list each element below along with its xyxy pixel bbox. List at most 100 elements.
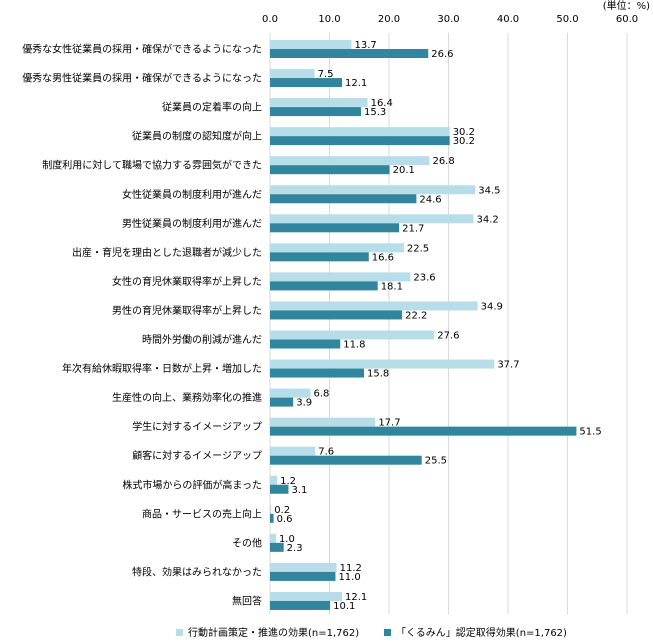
value-label-series-2: 51.5 — [579, 427, 601, 438]
bar-series-1 — [270, 533, 276, 543]
legend-label-series-1: 行動計画策定・推進の効果(n=1,762) — [188, 626, 359, 639]
legend-swatch-series-1 — [176, 629, 183, 636]
legend: 行動計画策定・推進の効果(n=1,762) 「くるみん」認定取得効果(n=1,7… — [176, 626, 567, 639]
value-label-series-1: 34.5 — [478, 185, 500, 196]
category-label: 年次有給休暇取得率・日数が上昇・増加した — [62, 362, 262, 375]
bar-series-1 — [270, 185, 476, 195]
value-label-series-2: 0.6 — [277, 514, 293, 525]
value-label-series-1: 23.6 — [413, 272, 435, 283]
value-label-series-2: 22.2 — [405, 310, 427, 321]
bar-series-2 — [270, 484, 289, 494]
category-label: 従業員の制度の認知度が向上 — [132, 130, 262, 143]
value-label-series-2: 10.1 — [333, 601, 355, 612]
x-tick-label: 0.0 — [262, 14, 278, 25]
x-tick-label: 20.0 — [378, 14, 400, 25]
category-label: 生産性の向上、業務効率化の推進 — [112, 391, 262, 404]
x-tick-label: 40.0 — [497, 14, 519, 25]
bar-series-2 — [270, 513, 274, 523]
bar-series-2 — [270, 281, 378, 291]
category-label: 男性の育児休業取得率が上昇した — [112, 304, 262, 317]
bar-series-2 — [270, 368, 365, 378]
value-label-series-1: 27.6 — [437, 331, 459, 342]
bar-series-1 — [270, 156, 430, 166]
bar-series-1 — [270, 475, 278, 485]
category-label: 株式市場からの評価が高まった — [122, 478, 262, 491]
value-label-series-1: 1.0 — [279, 534, 295, 545]
value-label-series-1: 6.8 — [313, 389, 329, 400]
bars: 13.7 26.6 7.5 12.1 16.415.3 30.230.2 26.8 20.1 3… — [270, 40, 602, 612]
value-label-series-1: 11.2 — [340, 563, 362, 574]
gridlines — [269, 33, 628, 614]
category-label: 商品・サービスの売上向上 — [142, 507, 262, 520]
bar-series-1 — [270, 417, 376, 427]
bar-series-1 — [270, 330, 435, 340]
bar-series-1 — [270, 272, 411, 282]
value-label-series-2: 18.1 — [381, 281, 403, 292]
value-label-series-2: 26.6 — [431, 49, 453, 60]
value-label-series-2: 15.3 — [364, 107, 386, 118]
bar-series-1 — [270, 214, 474, 224]
x-tick-label: 60.0 — [616, 14, 638, 25]
bar-series-2 — [270, 600, 331, 610]
value-label-series-2: 12.1 — [345, 78, 367, 89]
x-axis-tick-labels: 0.0 10.0 20.0 30.0 40.0 50.0 60.0 — [262, 14, 638, 25]
bar-series-1 — [270, 359, 495, 369]
bar-series-2 — [270, 542, 284, 552]
value-label-series-1: 30.2 — [453, 127, 475, 138]
bar-series-1 — [270, 446, 316, 456]
x-tick-label: 50.0 — [556, 14, 578, 25]
value-label-series-2: 3.9 — [296, 398, 312, 409]
bar-series-1 — [270, 69, 315, 79]
bar-series-2 — [270, 78, 342, 88]
bar-series-2 — [270, 136, 450, 146]
x-tick-label: 30.0 — [437, 14, 459, 25]
legend-label-series-2: 「くるみん」認定取得効果(n=1,762) — [396, 626, 567, 639]
bar-series-2 — [270, 310, 403, 320]
value-label-series-2: 3.1 — [291, 485, 307, 496]
category-label: 女性の育児休業取得率が上昇した — [112, 275, 262, 288]
category-label: 優秀な女性従業員の採用・確保ができるようになった — [22, 43, 262, 56]
value-label-series-2: 16.6 — [372, 252, 394, 263]
value-label-series-1: 12.1 — [345, 592, 367, 603]
category-label: 女性従業員の制度利用が進んだ — [122, 188, 262, 201]
category-labels: 優秀な女性従業員の採用・確保ができるようになった優秀な男性従業員の採用・確保がで… — [22, 43, 262, 608]
unit-label: (単位：%) — [603, 0, 650, 12]
bar-series-2 — [270, 339, 341, 349]
category-label: 時間外労働の削減が進んだ — [142, 333, 262, 346]
bar-series-1 — [270, 388, 311, 398]
bar-series-1 — [270, 98, 368, 108]
value-label-series-2: 25.5 — [425, 456, 447, 467]
value-label-series-2: 20.1 — [393, 165, 415, 176]
value-label-series-1: 34.9 — [481, 301, 503, 312]
value-label-series-1: 7.6 — [318, 447, 334, 458]
value-label-series-1: 22.5 — [407, 243, 429, 254]
value-label-series-2: 21.7 — [402, 223, 424, 234]
value-label-series-2: 11.0 — [338, 572, 360, 583]
x-tick-label: 10.0 — [318, 14, 340, 25]
bar-series-2 — [270, 397, 294, 407]
value-label-series-2: 2.3 — [287, 543, 303, 554]
bar-series-1 — [270, 504, 272, 514]
value-label-series-1: 17.7 — [378, 418, 400, 429]
category-label: 無回答 — [232, 594, 262, 607]
bar-series-2 — [270, 165, 390, 175]
bar-series-2 — [270, 107, 362, 117]
bar-series-2 — [270, 194, 417, 204]
bar-series-1 — [270, 591, 342, 601]
category-label: その他 — [232, 536, 262, 549]
category-label: 優秀な男性従業員の採用・確保ができるようになった — [22, 72, 262, 85]
value-label-series-2: 15.8 — [367, 369, 389, 380]
category-label: 特段、効果はみられなかった — [132, 565, 262, 578]
legend-swatch-series-2 — [384, 629, 391, 636]
value-label-series-1: 34.2 — [476, 214, 498, 225]
category-label: 従業員の定着率の向上 — [162, 101, 262, 114]
category-label: 顧客に対するイメージアップ — [132, 449, 262, 462]
value-label-series-1: 13.7 — [355, 40, 377, 51]
value-label-series-2: 11.8 — [343, 340, 365, 351]
bar-series-1 — [270, 562, 337, 572]
bar-series-2 — [270, 455, 422, 465]
value-label-series-1: 26.8 — [432, 156, 454, 167]
value-label-series-1: 1.2 — [280, 476, 296, 487]
bar-series-2 — [270, 426, 577, 436]
bar-series-1 — [270, 40, 352, 49]
